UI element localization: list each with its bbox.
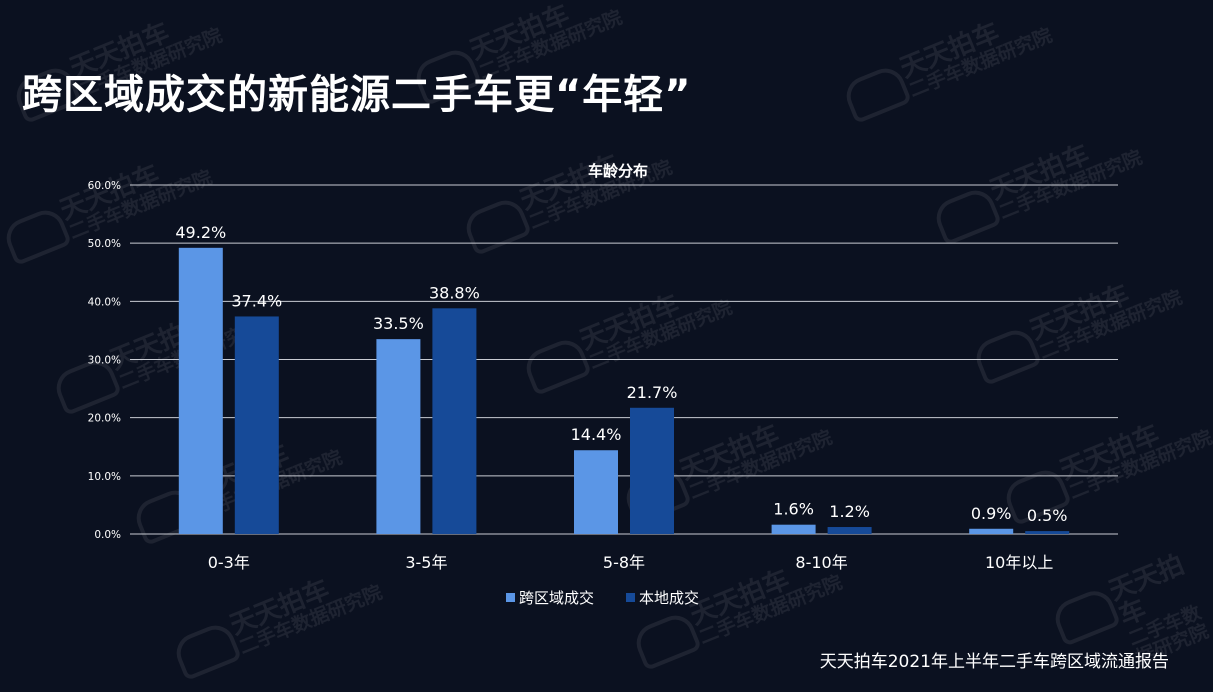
legend-swatch — [626, 593, 635, 602]
chart-title: 车龄分布 — [588, 162, 648, 180]
bar — [1025, 531, 1070, 534]
x-tick-label: 3-5年 — [405, 553, 447, 572]
bar — [771, 524, 816, 534]
bar — [574, 450, 618, 534]
data-label: 0.9% — [971, 504, 1012, 523]
y-tick-label: 60.0% — [88, 180, 121, 192]
bar — [827, 527, 872, 534]
bar — [376, 339, 421, 534]
bar — [630, 407, 674, 534]
data-label: 49.2% — [175, 223, 226, 242]
x-tick-label: 8-10年 — [795, 553, 847, 572]
bar — [234, 316, 279, 534]
y-tick-label: 0.0% — [94, 529, 121, 541]
y-tick-label: 30.0% — [88, 355, 121, 367]
y-tick-label: 10.0% — [88, 471, 121, 483]
bar — [432, 308, 477, 534]
bar — [969, 528, 1014, 534]
data-label: 37.4% — [231, 291, 282, 310]
data-label: 33.5% — [373, 314, 424, 333]
legend-label: 跨区域成交 — [519, 589, 594, 607]
y-tick-label: 50.0% — [88, 238, 121, 250]
x-tick-label: 5-8年 — [603, 553, 645, 572]
data-label: 0.5% — [1027, 506, 1068, 525]
bar — [178, 247, 223, 534]
data-label: 1.2% — [829, 502, 870, 521]
data-label: 21.7% — [627, 383, 678, 402]
footer-source: 天天拍车2021年上半年二手车跨区域流通报告 — [819, 652, 1169, 672]
legend-swatch — [506, 593, 515, 602]
page-title: 跨区域成交的新能源二手车更“年轻” — [22, 72, 692, 118]
data-label: 1.6% — [773, 500, 814, 519]
legend-label: 本地成交 — [639, 589, 699, 607]
x-tick-label: 10年以上 — [985, 553, 1053, 572]
data-label: 38.8% — [429, 283, 480, 302]
x-tick-label: 0-3年 — [208, 553, 250, 572]
y-tick-label: 40.0% — [88, 296, 121, 308]
data-label: 14.4% — [571, 425, 622, 444]
y-tick-label: 20.0% — [88, 413, 121, 425]
